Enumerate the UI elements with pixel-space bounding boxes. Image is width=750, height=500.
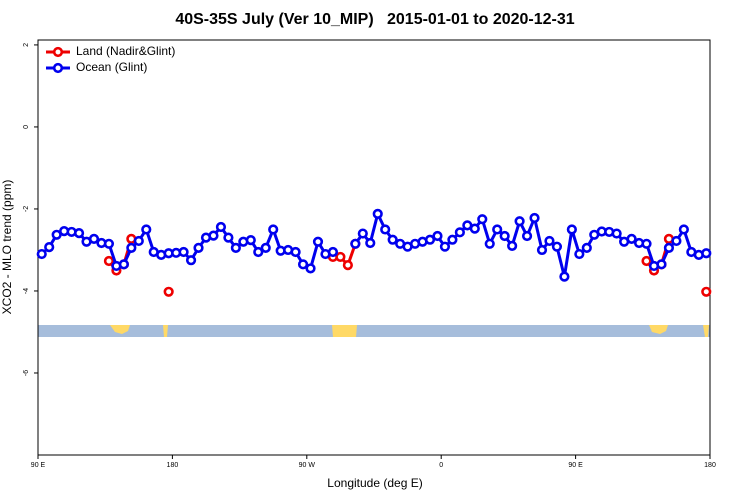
land-patch [649, 325, 668, 334]
x-tick-label: 180 [704, 462, 716, 469]
land-patch [332, 325, 357, 337]
data-point [551, 241, 563, 252]
data-point [208, 230, 219, 241]
data-point [641, 238, 652, 249]
data-point [141, 224, 152, 235]
data-point [469, 223, 480, 234]
chart-title: 40S-35S July (Ver 10_MIP) 2015-01-01 to … [175, 11, 574, 28]
data-point [507, 240, 518, 251]
x-tick-label: 90 E [568, 462, 583, 469]
data-point [432, 230, 443, 242]
x-tick-label: 90 W [299, 462, 316, 469]
data-point [88, 233, 100, 244]
data-point [521, 230, 533, 242]
land-patch [163, 325, 168, 337]
data-point [499, 230, 510, 242]
data-point [581, 242, 592, 254]
data-point [454, 227, 465, 238]
data-point [44, 241, 55, 253]
map-strip [38, 325, 710, 337]
data-point [268, 224, 279, 235]
data-point [253, 246, 264, 258]
data-point [678, 224, 689, 235]
x-tick-label: 180 [167, 462, 179, 469]
data-point [118, 259, 129, 270]
land-patch [110, 325, 130, 334]
data-point [477, 214, 488, 225]
data-point [223, 232, 234, 243]
data-point [424, 234, 436, 245]
y-tick-label: -2 [23, 206, 30, 212]
y-tick-label: -6 [23, 370, 30, 376]
data-point [178, 246, 189, 258]
data-point [290, 246, 301, 258]
y-tick-label: -4 [23, 288, 30, 294]
data-point [566, 224, 577, 235]
data-point [514, 216, 525, 227]
data-point [372, 208, 383, 219]
x-axis-label: Longitude (deg E) [327, 476, 422, 490]
data-point [447, 234, 458, 245]
data-point [439, 241, 451, 252]
data-point [185, 255, 197, 266]
data-point [163, 286, 174, 297]
legend-label: Ocean (Glint) [76, 60, 147, 74]
data-point [342, 260, 353, 271]
land-patch [703, 325, 709, 337]
x-tick-label: 90 E [31, 462, 46, 469]
data-point [260, 242, 271, 254]
data-point [36, 248, 47, 260]
data-point [380, 224, 391, 235]
data-point [559, 271, 570, 282]
data-point [574, 248, 585, 260]
x-tick-label: 0 [439, 462, 443, 469]
data-point [51, 229, 62, 240]
data-point [536, 244, 548, 256]
data-point [656, 259, 667, 270]
data-point [357, 228, 368, 239]
y-tick-label: 2 [23, 43, 30, 47]
data-point [245, 235, 256, 246]
data-point [305, 263, 316, 274]
legend-marker [52, 46, 64, 58]
data-point [133, 235, 144, 247]
data-point [663, 242, 675, 254]
data-point [103, 255, 115, 267]
data-point [701, 286, 712, 297]
data-point [73, 228, 85, 239]
data-point [544, 235, 555, 247]
data-point [215, 221, 227, 233]
data-point [492, 224, 503, 235]
data-point [641, 255, 652, 267]
data-point [335, 251, 346, 263]
data-point [103, 238, 115, 249]
legend-marker [52, 62, 64, 74]
data-point [529, 212, 540, 224]
y-tick-label: 0 [23, 125, 30, 129]
y-axis-label: XCO2 - MLO trend (ppm) [0, 180, 14, 315]
data-point [327, 246, 339, 258]
data-point [387, 234, 398, 245]
data-point [671, 235, 682, 247]
ocean-strip [38, 325, 710, 337]
data-point [701, 248, 712, 259]
data-point [626, 233, 637, 244]
data-point [611, 228, 622, 239]
data-point [193, 242, 204, 254]
legend-label: Land (Nadir&Glint) [76, 44, 175, 58]
data-point [312, 236, 324, 247]
data-point [484, 238, 495, 249]
data-point [365, 237, 376, 249]
plot-frame [37, 39, 711, 456]
data-point [297, 259, 309, 270]
data-point [126, 242, 137, 254]
data-point [350, 238, 361, 249]
data-point [230, 242, 241, 254]
